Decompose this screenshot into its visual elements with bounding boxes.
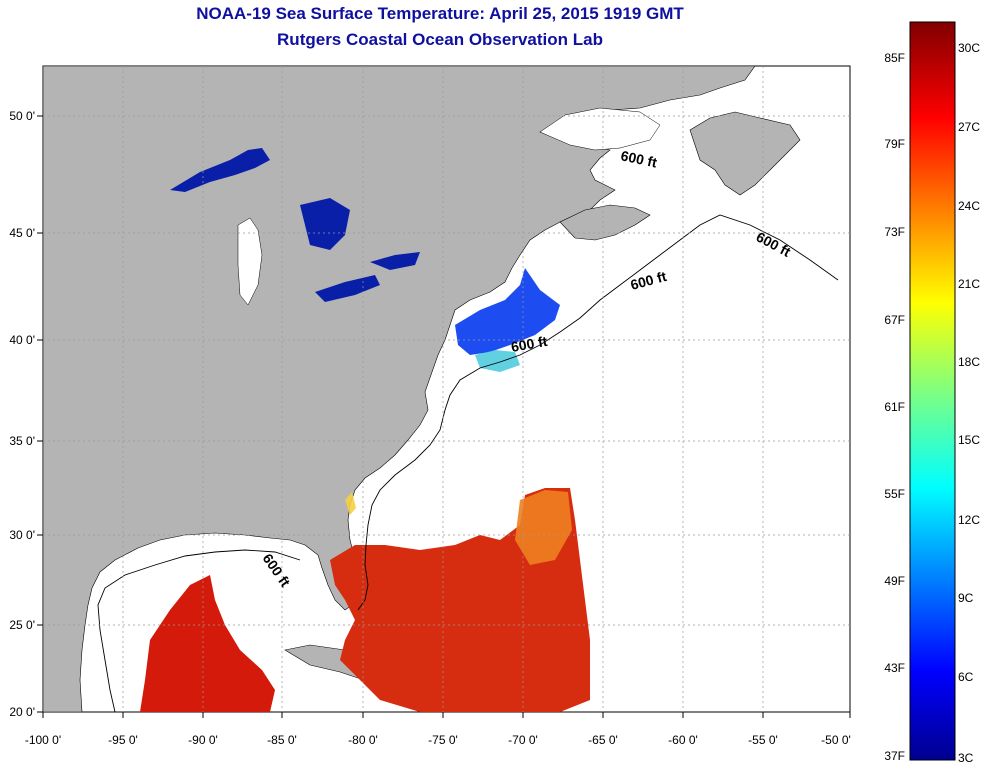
colorbar-f-label: 73F <box>884 225 905 239</box>
colorbar-f-label: 67F <box>884 313 905 327</box>
lat-tick-label: 45 0' <box>9 226 35 240</box>
lat-tick-label: 50 0' <box>9 109 35 123</box>
sst-atlantic-orange <box>515 490 572 565</box>
colorbar-f-label: 61F <box>884 400 905 414</box>
colorbar <box>909 21 956 761</box>
depth-contour-600ft <box>97 214 839 712</box>
lon-tick-label: -65 0' <box>588 733 618 747</box>
lon-tick-label: -55 0' <box>748 733 778 747</box>
lake-huron <box>300 198 350 250</box>
longitude-axis: -100 0' -95 0' -90 0' -85 0' -80 0' -75 … <box>25 733 851 747</box>
latitude-axis: 50 0' 45 0' 40 0' 35 0' 30 0' 25 0' 20 0… <box>9 109 35 719</box>
lon-tick-label: -75 0' <box>428 733 458 747</box>
colorbar-c-label: 24C <box>958 199 980 213</box>
lake-superior <box>170 148 270 192</box>
colorbar-c-label: 3C <box>958 751 974 765</box>
map-subtitle: Rutgers Coastal Ocean Observation Lab <box>277 30 603 49</box>
colorbar-c-label: 21C <box>958 277 980 291</box>
contour-label-newfoundland: 600 ft <box>619 147 658 170</box>
lat-tick-label: 35 0' <box>9 434 35 448</box>
lon-tick-label: -60 0' <box>668 733 698 747</box>
land-newfoundland <box>689 111 801 196</box>
contour-label-mid-atlantic: 600 ft <box>510 333 549 355</box>
lon-tick-label: -95 0' <box>108 733 138 747</box>
lon-tick-label: -70 0' <box>508 733 538 747</box>
land-nova-scotia <box>559 204 651 241</box>
colorbar-f-label: 79F <box>884 137 905 151</box>
sst-cold-patch <box>455 268 560 355</box>
map-title: NOAA-19 Sea Surface Temperature: April 2… <box>196 4 684 23</box>
colorbar-c-label: 30C <box>958 41 980 55</box>
colorbar-celsius-labels: 30C 27C 24C 21C 18C 15C 12C 9C 6C 3C <box>958 41 980 765</box>
lat-tick-label: 20 0' <box>9 705 35 719</box>
colorbar-f-label: 55F <box>884 487 905 501</box>
gulf-st-lawrence <box>539 107 661 151</box>
colorbar-c-label: 18C <box>958 355 980 369</box>
lon-tick-label: -100 0' <box>25 733 61 747</box>
lon-tick-label: -90 0' <box>188 733 218 747</box>
lake-erie <box>315 275 380 302</box>
lake-ontario <box>370 252 420 270</box>
colorbar-c-label: 27C <box>958 120 980 134</box>
lon-tick-label: -50 0' <box>821 733 851 747</box>
axis-ticks <box>37 115 851 718</box>
sst-gulf-warm <box>140 575 275 712</box>
colorbar-c-label: 6C <box>958 670 974 684</box>
colorbar-f-label: 85F <box>884 51 905 65</box>
colorbar-c-label: 12C <box>958 513 980 527</box>
lat-tick-label: 25 0' <box>9 618 35 632</box>
colorbar-c-label: 15C <box>958 433 980 447</box>
colorbar-f-label: 43F <box>884 661 905 675</box>
colorbar-c-label: 9C <box>958 591 974 605</box>
lon-tick-label: -80 0' <box>348 733 378 747</box>
lake-michigan <box>237 217 263 306</box>
colorbar-f-label: 37F <box>884 749 905 763</box>
lon-tick-label: -85 0' <box>267 733 297 747</box>
lat-tick-label: 40 0' <box>9 333 35 347</box>
sst-atlantic-yellow <box>345 492 356 515</box>
colorbar-fahrenheit-labels: 85F 79F 73F 67F 61F 55F 49F 43F 37F <box>884 51 905 763</box>
lat-tick-label: 30 0' <box>9 528 35 542</box>
colorbar-f-label: 49F <box>884 574 905 588</box>
